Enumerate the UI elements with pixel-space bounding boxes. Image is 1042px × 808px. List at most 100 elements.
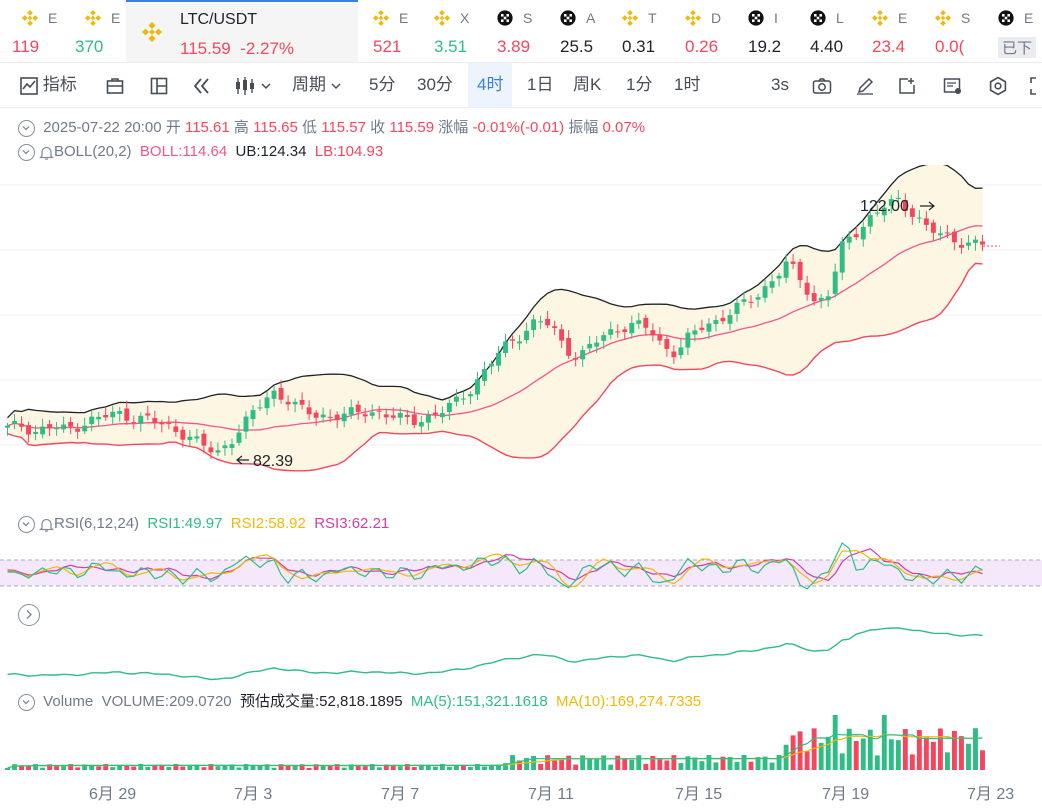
volume-bar	[54, 765, 60, 770]
candle-body	[68, 421, 74, 427]
volume-bar	[643, 763, 649, 770]
interval-5m[interactable]: 5分	[369, 75, 396, 94]
volume-bar	[916, 730, 922, 770]
volume-bar	[229, 764, 235, 770]
candle-body	[369, 412, 375, 416]
ticker-item[interactable]: A 25.5	[560, 0, 616, 62]
collapse-toggle-icon[interactable]	[18, 119, 35, 137]
candle-body	[201, 433, 207, 446]
interval-1h[interactable]: 1时	[674, 75, 701, 94]
ticker-active-ltc[interactable]: LTC/USDT 115.59 -2.27%	[126, 0, 358, 62]
volume-bar	[545, 755, 551, 770]
interval-4h[interactable]: 4时	[468, 63, 513, 107]
rsi-chart[interactable]	[0, 540, 1042, 595]
candle-body	[748, 301, 754, 303]
boll-mid-value: BOLL:114.64	[139, 143, 228, 160]
volume-bar	[40, 767, 46, 770]
volume-bar	[909, 754, 915, 770]
volume-bar	[930, 741, 936, 770]
volume-bar	[832, 715, 838, 770]
low-value: 115.57	[321, 119, 366, 136]
layout-icon	[150, 77, 168, 94]
volume-bar	[552, 759, 558, 770]
volume-ma5-line	[7, 733, 983, 769]
binance-icon	[685, 10, 701, 26]
expand-toggle-icon[interactable]	[18, 604, 40, 626]
candle-body	[124, 408, 130, 421]
volume-bar	[103, 764, 109, 770]
candle-body	[341, 413, 347, 422]
ticker-item[interactable]: S 0.0(	[935, 0, 991, 62]
volume-bar	[47, 764, 53, 770]
volume-bar	[671, 755, 677, 770]
add-button[interactable]	[898, 63, 916, 107]
indicators-button[interactable]: 指标	[20, 63, 77, 107]
ticker-item[interactable]: L 4.40	[810, 0, 866, 62]
collapse-toggle-icon[interactable]	[18, 515, 35, 533]
refresh-rate[interactable]: 3s	[771, 75, 789, 94]
ticker-item[interactable]: E 370	[75, 0, 131, 62]
candle-body	[804, 282, 810, 295]
candlestick-chart[interactable]: 122.00 82.39	[0, 165, 1042, 505]
ticker-item[interactable]: X 3.51	[434, 0, 490, 62]
binance-icon	[434, 10, 450, 26]
volume-bar	[580, 755, 586, 770]
draw-button[interactable]	[856, 63, 874, 107]
interval-30m[interactable]: 30分	[417, 75, 453, 94]
volume-bar	[846, 728, 852, 770]
candle-body	[145, 413, 151, 416]
chart-type-dropdown[interactable]	[234, 63, 271, 107]
open-label: 开	[165, 119, 181, 136]
ticker-name: E	[399, 10, 409, 26]
screenshot-button[interactable]	[812, 63, 832, 107]
candle-body	[348, 407, 354, 415]
amplitude-value: 0.07%	[602, 119, 646, 136]
candle-body	[489, 363, 494, 367]
ticker-item[interactable]: I 19.2	[748, 0, 804, 62]
volume-chart[interactable]	[0, 712, 1042, 772]
volume-bar	[811, 728, 817, 770]
save-layout-button[interactable]	[106, 63, 124, 107]
ticker-item[interactable]: E 521	[373, 0, 429, 62]
interval-1d[interactable]: 1日	[527, 75, 554, 94]
volume-bar	[313, 764, 319, 770]
period-dropdown[interactable]: 周期	[292, 63, 341, 107]
ticker-item[interactable]: E 已下	[998, 0, 1042, 62]
candle-body	[937, 233, 943, 236]
candle-body	[54, 428, 60, 430]
ticker-item[interactable]: E 23.4	[872, 0, 928, 62]
volume-bar	[362, 766, 368, 770]
line-indicator-chart[interactable]	[0, 620, 1042, 685]
volume-bar	[902, 729, 908, 770]
volume-bar	[636, 755, 642, 770]
collapse-toggle-icon[interactable]	[18, 693, 35, 711]
ticker-item[interactable]: E 119	[12, 0, 68, 62]
volume-bar	[958, 736, 964, 770]
settings-button[interactable]	[988, 63, 1008, 107]
volume-bar	[397, 766, 403, 770]
volume-ma10: MA(10):169,274.7335	[556, 693, 702, 710]
candle-body	[496, 352, 501, 366]
volume-bar	[769, 762, 775, 770]
bell-icon[interactable]	[38, 145, 55, 160]
candle-body	[916, 217, 922, 219]
high-value: 115.65	[253, 119, 298, 136]
volume-bar	[19, 765, 24, 770]
ticker-name: L	[836, 10, 844, 26]
collapse-toggle-icon[interactable]	[18, 143, 35, 161]
rsi3-line	[7, 548, 983, 582]
bell-icon[interactable]	[38, 517, 55, 532]
fullscreen-button[interactable]	[1030, 63, 1042, 107]
candle-body	[867, 215, 873, 227]
replay-button[interactable]	[192, 63, 212, 107]
volume-bar	[692, 757, 698, 770]
ticker-item[interactable]: S 3.89	[497, 0, 553, 62]
template-button[interactable]	[943, 63, 963, 107]
candle-body	[650, 330, 656, 336]
interval-1m[interactable]: 1分	[626, 75, 653, 94]
ticker-item[interactable]: T 0.31	[622, 0, 678, 62]
layout-button[interactable]	[150, 63, 168, 107]
volume-bar	[615, 755, 621, 770]
ticker-item[interactable]: D 0.26	[685, 0, 741, 62]
interval-week[interactable]: 周K	[573, 75, 602, 94]
